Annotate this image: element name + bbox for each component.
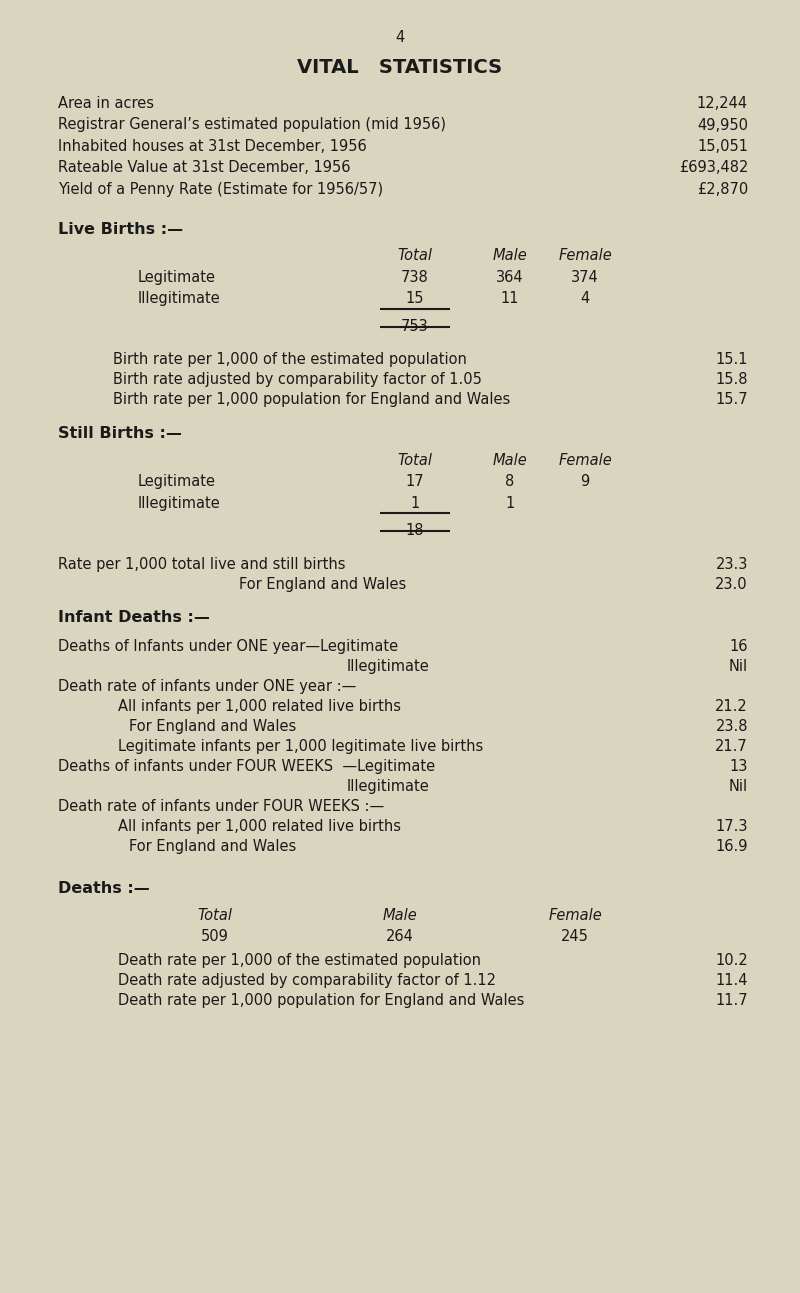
Text: 23.0: 23.0 [715,577,748,592]
Text: 11: 11 [501,291,519,306]
Text: 738: 738 [401,270,429,284]
Text: 264: 264 [386,930,414,944]
Text: Area in acres: Area in acres [58,96,154,111]
Text: Female: Female [558,248,612,264]
Text: 16: 16 [730,639,748,654]
Text: Registrar General’s estimated population (mid 1956): Registrar General’s estimated population… [58,118,446,132]
Text: Deaths of infants under FOUR WEEKS  —Legitimate: Deaths of infants under FOUR WEEKS —Legi… [58,759,435,775]
Text: Illegitimate: Illegitimate [346,659,430,674]
Text: Female: Female [548,908,602,923]
Text: Nil: Nil [729,780,748,794]
Text: 23.3: 23.3 [716,557,748,572]
Text: £693,482: £693,482 [678,160,748,176]
Text: 364: 364 [496,270,524,284]
Text: Yield of a Penny Rate (Estimate for 1956/57): Yield of a Penny Rate (Estimate for 1956… [58,182,383,197]
Text: Live Births :—: Live Births :— [58,221,183,237]
Text: 49,950: 49,950 [697,118,748,132]
Text: Infant Deaths :—: Infant Deaths :— [58,610,210,626]
Text: 15,051: 15,051 [697,140,748,154]
Text: 15.7: 15.7 [715,392,748,407]
Text: Total: Total [398,453,433,468]
Text: VITAL   STATISTICS: VITAL STATISTICS [298,58,502,78]
Text: For England and Wales: For England and Wales [130,719,297,734]
Text: 21.7: 21.7 [715,740,748,754]
Text: 17: 17 [406,475,424,489]
Text: Death rate per 1,000 population for England and Wales: Death rate per 1,000 population for Engl… [118,993,524,1007]
Text: 12,244: 12,244 [697,96,748,111]
Text: For England and Wales: For England and Wales [239,577,406,592]
Text: 21.2: 21.2 [715,700,748,714]
Text: Legitimate infants per 1,000 legitimate live births: Legitimate infants per 1,000 legitimate … [118,740,483,754]
Text: Nil: Nil [729,659,748,674]
Text: Inhabited houses at 31st December, 1956: Inhabited houses at 31st December, 1956 [58,140,366,154]
Text: 10.2: 10.2 [715,953,748,967]
Text: Illegitimate: Illegitimate [138,495,221,511]
Text: 15.1: 15.1 [715,353,748,367]
Text: Total: Total [198,908,233,923]
Text: £2,870: £2,870 [697,182,748,197]
Text: Deaths of Infants under ONE year—Legitimate: Deaths of Infants under ONE year—Legitim… [58,639,398,654]
Text: 13: 13 [730,759,748,775]
Text: 11.4: 11.4 [715,972,748,988]
Text: 17.3: 17.3 [715,820,748,834]
Text: Legitimate: Legitimate [138,270,216,284]
Text: Deaths :—: Deaths :— [58,881,150,896]
Text: 509: 509 [201,930,229,944]
Text: 11.7: 11.7 [715,993,748,1007]
Text: 15.8: 15.8 [715,372,748,388]
Text: 4: 4 [395,30,405,45]
Text: Death rate of infants under FOUR WEEKS :—: Death rate of infants under FOUR WEEKS :… [58,799,384,815]
Text: 16.9: 16.9 [715,839,748,855]
Text: Male: Male [382,908,418,923]
Text: Rateable Value at 31st December, 1956: Rateable Value at 31st December, 1956 [58,160,350,176]
Text: All infants per 1,000 related live births: All infants per 1,000 related live birth… [118,700,401,714]
Text: 15: 15 [406,291,424,306]
Text: 1: 1 [506,495,514,511]
Text: 245: 245 [561,930,589,944]
Text: 4: 4 [580,291,590,306]
Text: 18: 18 [406,524,424,538]
Text: 1: 1 [410,495,420,511]
Text: Birth rate per 1,000 population for England and Wales: Birth rate per 1,000 population for Engl… [113,392,510,407]
Text: Birth rate adjusted by comparability factor of 1.05: Birth rate adjusted by comparability fac… [113,372,482,388]
Text: Rate per 1,000 total live and still births: Rate per 1,000 total live and still birt… [58,557,346,572]
Text: Male: Male [493,453,527,468]
Text: Death rate adjusted by comparability factor of 1.12: Death rate adjusted by comparability fac… [118,972,496,988]
Text: Death rate of infants under ONE year :—: Death rate of infants under ONE year :— [58,679,356,694]
Text: Illegitimate: Illegitimate [346,780,430,794]
Text: For England and Wales: For England and Wales [130,839,297,855]
Text: 8: 8 [506,475,514,489]
Text: Total: Total [398,248,433,264]
Text: All infants per 1,000 related live births: All infants per 1,000 related live birth… [118,820,401,834]
Text: Illegitimate: Illegitimate [138,291,221,306]
Text: Male: Male [493,248,527,264]
Text: Female: Female [558,453,612,468]
Text: Birth rate per 1,000 of the estimated population: Birth rate per 1,000 of the estimated po… [113,353,467,367]
Text: 753: 753 [401,319,429,334]
Text: 374: 374 [571,270,599,284]
Text: 9: 9 [580,475,590,489]
Text: Death rate per 1,000 of the estimated population: Death rate per 1,000 of the estimated po… [118,953,481,967]
Text: Still Births :—: Still Births :— [58,425,182,441]
Text: 23.8: 23.8 [715,719,748,734]
Text: Legitimate: Legitimate [138,475,216,489]
